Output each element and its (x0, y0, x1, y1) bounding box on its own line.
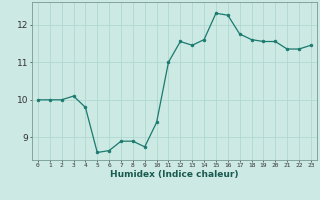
X-axis label: Humidex (Indice chaleur): Humidex (Indice chaleur) (110, 170, 239, 179)
